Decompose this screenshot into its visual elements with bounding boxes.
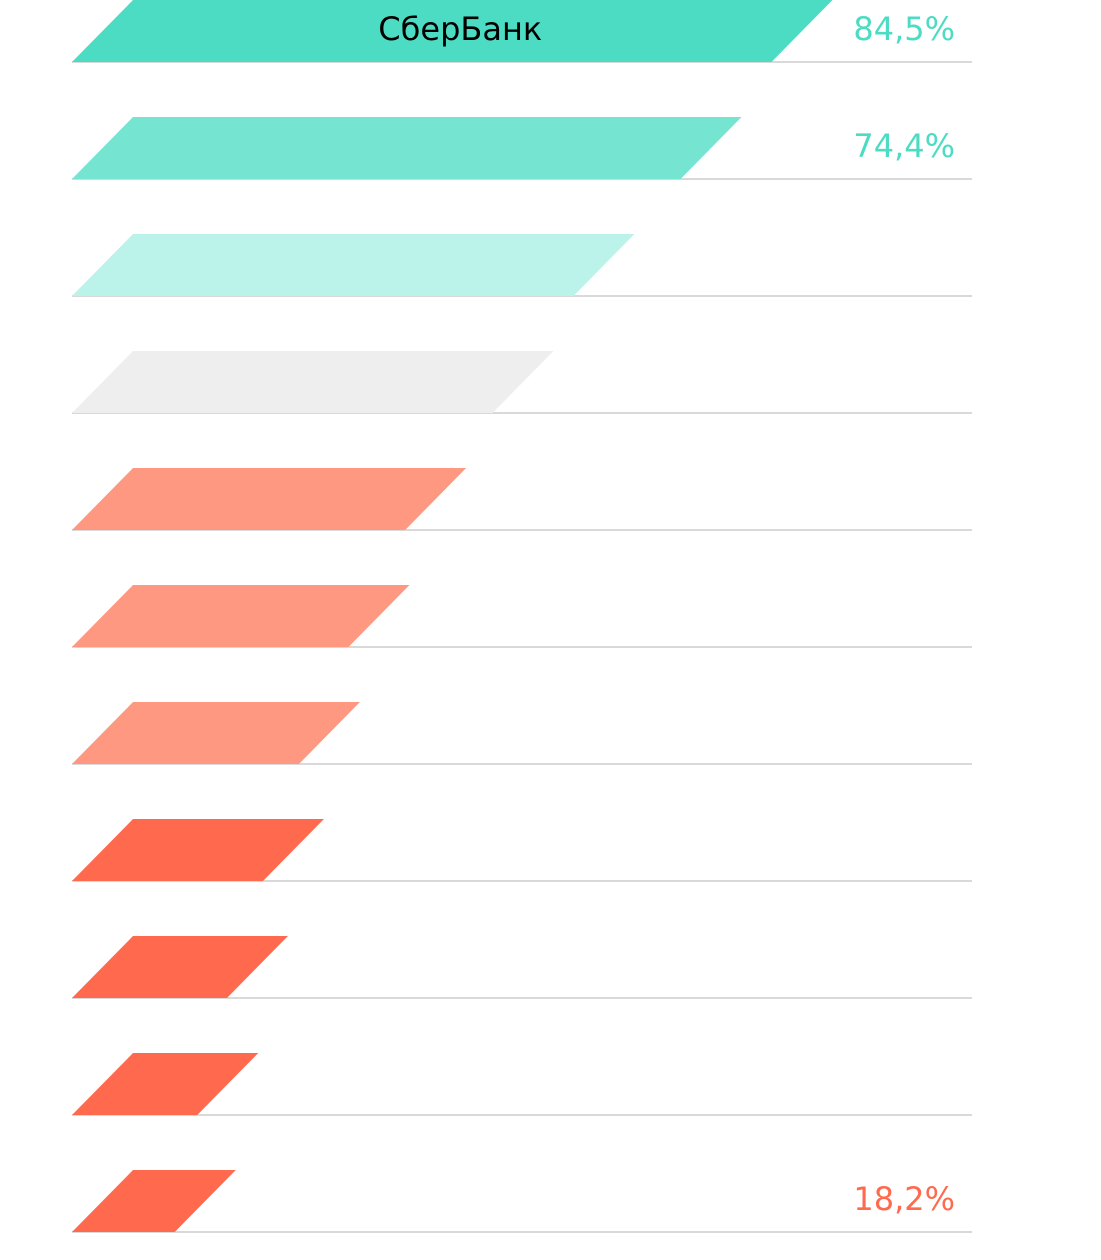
bar	[72, 117, 742, 179]
bar-category-label: СберБанк	[378, 10, 542, 48]
bar-row	[72, 1053, 972, 1116]
bar-row	[72, 468, 972, 531]
bar	[72, 702, 360, 764]
bar-row	[72, 585, 972, 648]
bar-value-label: 74,4%	[853, 127, 955, 165]
bar	[72, 1053, 259, 1115]
bar	[72, 0, 833, 62]
bar-value-label: 18,2%	[853, 1180, 955, 1218]
bar	[72, 585, 410, 647]
bar-row	[72, 702, 972, 765]
bar	[72, 1170, 236, 1232]
bar	[72, 819, 324, 881]
bar-row	[72, 234, 972, 297]
bar-row	[72, 351, 972, 414]
bar	[72, 351, 554, 413]
bar	[72, 468, 467, 530]
bar-value-label: 84,5%	[853, 10, 955, 48]
bar-row	[72, 936, 972, 999]
bar-row: 74,4%	[72, 117, 972, 180]
bar-row: 18,2%	[72, 1170, 972, 1233]
bar-row: СберБанк 84,5%	[72, 0, 972, 63]
bar	[72, 234, 635, 296]
bar	[72, 936, 288, 998]
bar-row	[72, 819, 972, 882]
